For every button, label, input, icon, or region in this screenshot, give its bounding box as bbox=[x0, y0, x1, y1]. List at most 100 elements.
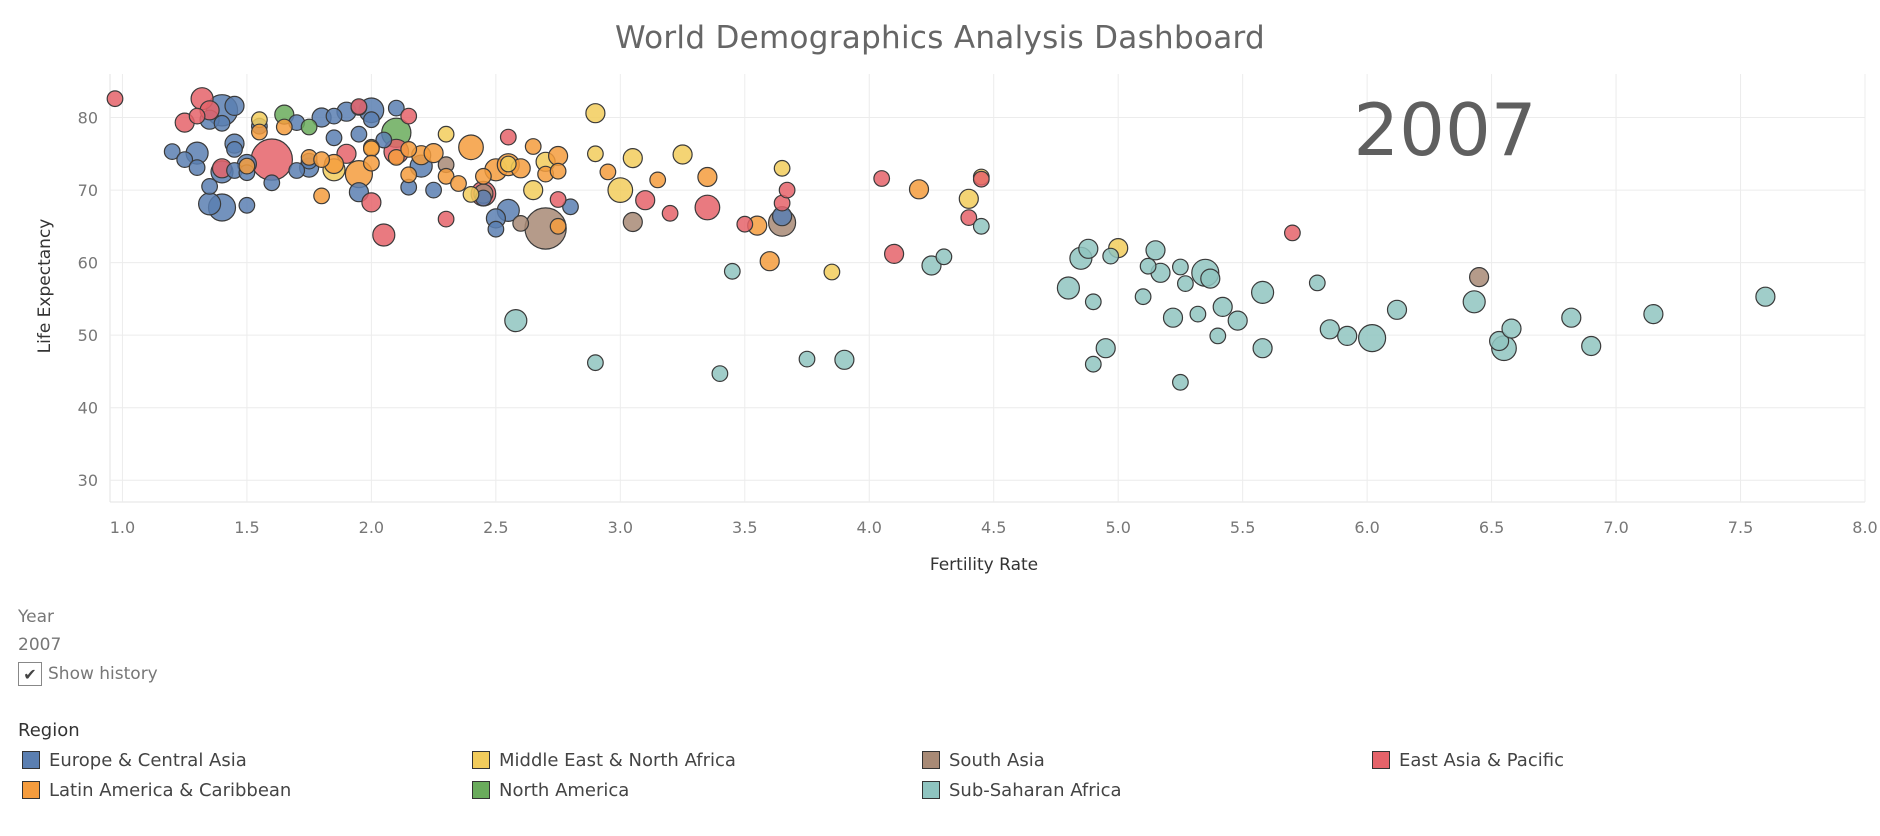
data-point bbox=[250, 123, 268, 141]
data-point bbox=[773, 159, 791, 177]
data-point bbox=[213, 114, 231, 132]
data-point bbox=[759, 251, 780, 272]
data-point bbox=[672, 144, 693, 165]
data-point bbox=[697, 166, 718, 188]
legend-label: Middle East & North Africa bbox=[499, 749, 736, 771]
data-point bbox=[1056, 276, 1081, 300]
data-point bbox=[661, 204, 679, 222]
data-point bbox=[1283, 224, 1301, 242]
x-tick-label: 7.5 bbox=[1728, 518, 1753, 537]
x-tick-label: 8.0 bbox=[1852, 518, 1877, 537]
legend-item-europe-central-asia[interactable]: Europe & Central Asia bbox=[22, 747, 247, 773]
data-point bbox=[400, 166, 418, 184]
data-point bbox=[176, 151, 194, 169]
show-history-label: Show history bbox=[48, 664, 158, 684]
data-point bbox=[250, 138, 293, 181]
data-point bbox=[1176, 275, 1194, 293]
show-history-checkbox[interactable]: ✔ bbox=[18, 662, 42, 686]
y-tick-label: 60 bbox=[78, 254, 98, 273]
data-point bbox=[562, 198, 579, 216]
legend-item-south-asia[interactable]: South Asia bbox=[922, 747, 1045, 773]
data-point bbox=[275, 118, 293, 136]
legend-item-sub-saharan-africa[interactable]: Sub-Saharan Africa bbox=[922, 777, 1122, 803]
data-point bbox=[106, 90, 124, 108]
legend-label: Latin America & Caribbean bbox=[49, 779, 292, 801]
data-point bbox=[1581, 335, 1602, 357]
x-tick-label: 5.5 bbox=[1230, 518, 1255, 537]
data-point bbox=[694, 194, 721, 221]
legend-swatch bbox=[1372, 751, 1390, 769]
page-title: World Demographics Analysis Dashboard bbox=[614, 20, 1266, 56]
x-tick-label: 3.5 bbox=[732, 518, 757, 537]
data-point bbox=[1078, 238, 1099, 259]
data-point bbox=[1139, 257, 1157, 275]
data-point bbox=[363, 111, 380, 129]
data-point bbox=[908, 179, 930, 200]
checkmark-icon: ✔ bbox=[23, 664, 37, 684]
data-point bbox=[288, 162, 306, 179]
data-point bbox=[1308, 274, 1326, 292]
data-point bbox=[1189, 305, 1207, 323]
y-tick-label: 80 bbox=[78, 109, 98, 128]
data-point bbox=[1171, 258, 1189, 276]
data-point bbox=[736, 215, 754, 233]
data-points bbox=[106, 87, 1776, 391]
data-point bbox=[1252, 338, 1273, 359]
scatter-chart: 1.0 1.5 2.0 2.5 3.0 3.5 4.0 4.5 5.0 5.5 6.0 6.5 7.0 7… bbox=[35, 74, 1878, 575]
x-tick-label: 4.5 bbox=[981, 518, 1006, 537]
data-point bbox=[1462, 290, 1486, 314]
data-point bbox=[198, 192, 222, 216]
data-point bbox=[778, 181, 796, 199]
data-point bbox=[1755, 286, 1776, 307]
data-point bbox=[423, 143, 444, 164]
data-point bbox=[1145, 240, 1166, 261]
data-point bbox=[1209, 327, 1227, 345]
x-axis-label: Fertility Rate bbox=[930, 555, 1038, 575]
data-point bbox=[163, 143, 181, 161]
data-point bbox=[313, 151, 331, 169]
legend-item-middle-east-north-africa[interactable]: Middle East & North Africa bbox=[472, 747, 736, 773]
data-point bbox=[1200, 268, 1221, 289]
data-point bbox=[873, 170, 891, 187]
legend-label: North America bbox=[499, 779, 630, 801]
year-control: Year 2007 bbox=[18, 603, 61, 659]
data-point bbox=[622, 211, 643, 233]
data-point bbox=[499, 155, 517, 173]
legend-item-latin-america-caribbean[interactable]: Latin America & Caribbean bbox=[22, 777, 291, 803]
data-point bbox=[1357, 324, 1387, 353]
data-point bbox=[263, 174, 281, 192]
data-point bbox=[437, 167, 455, 185]
y-axis-label: Life Expectancy bbox=[35, 219, 55, 354]
data-point bbox=[834, 349, 855, 370]
legend-item-east-asia-pacific[interactable]: East Asia & Pacific bbox=[1372, 747, 1564, 773]
legend-swatch bbox=[22, 781, 40, 799]
legend-label: Sub-Saharan Africa bbox=[949, 779, 1122, 801]
data-point bbox=[823, 263, 841, 281]
data-point bbox=[1488, 330, 1510, 352]
data-point bbox=[960, 209, 978, 227]
data-point bbox=[549, 191, 567, 208]
data-point bbox=[201, 177, 219, 195]
x-tick-label: 5.0 bbox=[1105, 518, 1130, 537]
x-tick-label: 6.5 bbox=[1479, 518, 1504, 537]
chart-grid bbox=[109, 74, 1866, 503]
data-point bbox=[1084, 355, 1102, 373]
legend-label: Europe & Central Asia bbox=[49, 749, 247, 771]
data-point bbox=[524, 138, 542, 155]
x-tick-label: 1.0 bbox=[110, 518, 135, 537]
data-point bbox=[1386, 299, 1408, 320]
data-point bbox=[450, 175, 467, 192]
data-point bbox=[238, 196, 256, 214]
data-point bbox=[1468, 267, 1490, 288]
show-history-toggle[interactable]: ✔ Show history bbox=[18, 660, 158, 688]
x-tick-label: 1.5 bbox=[234, 518, 259, 537]
x-tick-label: 4.0 bbox=[857, 518, 882, 537]
data-point bbox=[325, 129, 343, 147]
data-point bbox=[325, 107, 343, 125]
data-point bbox=[475, 167, 492, 185]
x-tick-label: 3.0 bbox=[608, 518, 633, 537]
legend-item-north-america[interactable]: North America bbox=[472, 777, 629, 803]
data-point bbox=[425, 181, 443, 199]
data-point bbox=[387, 99, 405, 117]
data-point bbox=[1212, 296, 1233, 317]
